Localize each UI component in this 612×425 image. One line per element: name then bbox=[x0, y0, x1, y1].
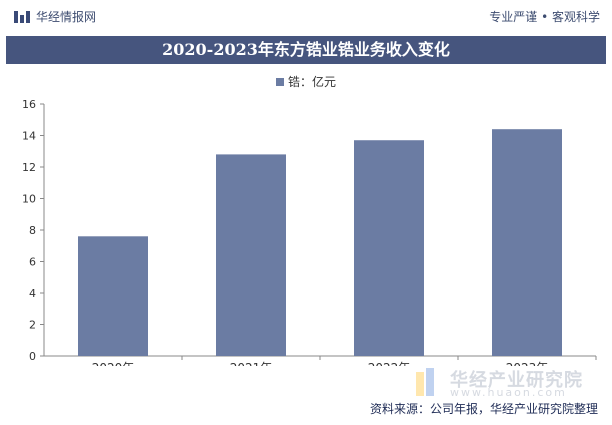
y-tick-label: 16 bbox=[22, 98, 36, 111]
chart-title: 2020-2023年东方锆业锆业务收入变化 bbox=[6, 36, 606, 64]
watermark-url: www.huaon.com bbox=[450, 386, 567, 399]
y-tick-label: 8 bbox=[29, 224, 36, 237]
legend-label: 锆：亿元 bbox=[288, 74, 336, 89]
bar bbox=[216, 154, 286, 356]
tagline: 专业严谨 • 客观科学 bbox=[489, 10, 600, 24]
bar bbox=[354, 140, 424, 356]
y-tick-label: 14 bbox=[22, 130, 36, 143]
legend-swatch bbox=[276, 78, 284, 86]
y-tick-label: 4 bbox=[29, 287, 36, 300]
y-tick-label: 10 bbox=[22, 193, 36, 206]
x-tick-label: 2021年 bbox=[230, 361, 273, 366]
brand-name: 华经情报网 bbox=[36, 10, 97, 24]
y-tick-label: 6 bbox=[29, 256, 36, 269]
watermark-name: 华经产业研究院 bbox=[450, 370, 583, 391]
watermark-logo-icon bbox=[416, 368, 434, 396]
top-bar: 华经情报网 专业严谨 • 客观科学 bbox=[0, 0, 612, 32]
x-tick-label: 2023年 bbox=[506, 361, 549, 366]
x-tick-label: 2020年 bbox=[92, 361, 135, 366]
bar bbox=[78, 236, 148, 356]
watermark-logo: 华经产业研究院 www.huaon.com bbox=[414, 366, 604, 400]
bar bbox=[492, 129, 562, 356]
x-tick-label: 2022年 bbox=[368, 361, 411, 366]
brand-logo-icon bbox=[14, 10, 30, 23]
y-tick-label: 0 bbox=[29, 350, 36, 363]
bar-chart: 锆：亿元 0 2 4 6 8 10 12 14 16 2020年 2021年 2022年 2023年 bbox=[22, 74, 597, 366]
y-tick-label: 12 bbox=[22, 161, 36, 174]
source-note: 资料来源：公司年报，华经产业研究院整理 bbox=[369, 402, 598, 416]
brand: 华经情报网 bbox=[14, 8, 96, 25]
y-tick-label: 2 bbox=[29, 319, 36, 332]
